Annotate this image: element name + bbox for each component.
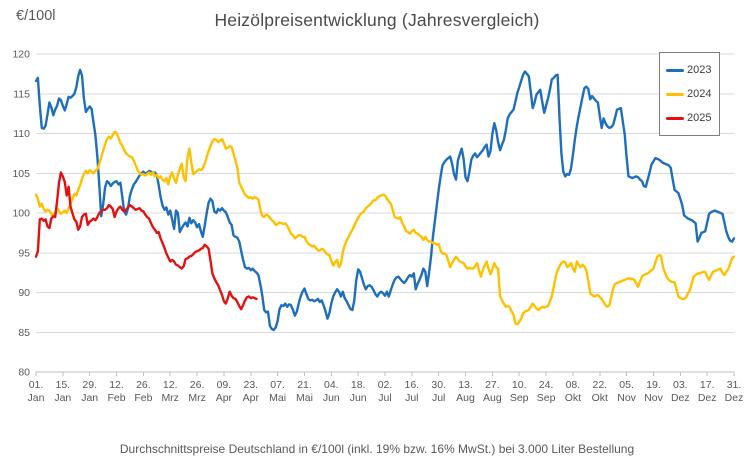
x-tick-label-month: Nov [644,392,663,404]
x-tick-label-day: 29. [82,379,97,391]
legend-label-2024: 2024 [687,88,712,100]
x-tick-label-month: Dez [725,392,744,404]
legend: 2023 2024 2025 [659,52,720,136]
x-tick-label-month: Mai [296,392,313,404]
x-tick-label-day: 26. [136,379,151,391]
x-tick-label-day: 10. [512,379,527,391]
x-tick-label-month: Apr [243,392,260,404]
x-tick-label-day: 24. [539,379,554,391]
x-tick-label-month: Jan [28,392,45,404]
x-tick-label-day: 12. [163,379,178,391]
legend-line-swatch-2024 [666,92,684,96]
x-tick-label-month: Sep [510,392,529,404]
x-tick-label-day: 31. [727,379,742,391]
x-tick-label-month: Feb [107,392,125,404]
x-tick-label-day: 18. [351,379,366,391]
x-tick-label-day: 21. [297,379,312,391]
x-tick-label-month: Mai [269,392,286,404]
series-line-2025[interactable] [34,171,258,311]
series-line-2024[interactable] [34,130,736,326]
x-tick-label-month: Sep [537,392,556,404]
x-tick-label-month: Jul [405,392,418,404]
x-tick-label-month: Mrz [188,392,206,404]
x-tick-label-month: Feb [134,392,152,404]
legend-item-2024[interactable]: 2024 [666,87,719,101]
x-tick-label-month: Nov [617,392,636,404]
x-tick-label-month: Jul [378,392,391,404]
legend-line-swatch-2025 [666,116,684,120]
y-tick-label: 115 [13,88,30,100]
y-tick-label: 85 [18,327,30,339]
legend-line-swatch-2023 [666,68,684,72]
y-tick-label: 80 [18,367,30,379]
x-tick-label-day: 19. [646,379,661,391]
x-tick-label-day: 13. [458,379,473,391]
x-tick-label-day: 02. [378,379,393,391]
x-tick-label-day: 12. [109,379,124,391]
x-tick-label-day: 08. [566,379,581,391]
x-tick-label-day: 23. [243,379,258,391]
legend-item-2025[interactable]: 2025 [666,111,719,125]
y-tick-label: 90 [18,287,30,299]
x-tick-label-month: Okt [592,392,608,404]
x-tick-label-month: Aug [483,392,502,404]
legend-label-2025: 2025 [687,112,712,124]
chart-caption: Durchschnittspreise Deutschland in €/100… [119,442,635,456]
x-tick-label-month: Jul [432,392,445,404]
x-tick-label-day: 04. [324,379,339,391]
x-tick-label-month: Jun [350,392,367,404]
x-tick-label-day: 01. [29,379,44,391]
y-tick-label: 95 [18,247,30,259]
x-tick-label-month: Apr [216,392,233,404]
y-tick-label: 110 [13,128,30,140]
x-tick-label-month: Jan [54,392,71,404]
x-tick-label-day: 15. [55,379,70,391]
legend-item-2023[interactable]: 2023 [666,63,719,77]
chart-title: Heizölpreisentwicklung (Jahresvergleich) [214,10,540,30]
x-tick-label-month: Dez [671,392,690,404]
x-tick-label-month: Jun [323,392,340,404]
x-tick-label-month: Dez [698,392,717,404]
x-tick-label-day: 30. [431,379,446,391]
x-tick-label-month: Aug [456,392,475,404]
x-tick-label-month: Okt [565,392,581,404]
x-tick-label-day: 07. [270,379,285,391]
x-tick-label-day: 03. [673,379,688,391]
legend-label-2023: 2023 [687,64,712,76]
y-tick-label: 105 [12,168,30,180]
x-tick-label-day: 16. [404,379,419,391]
x-tick-label-day: 27. [485,379,500,391]
y-tick-label: 120 [12,49,30,61]
y-tick-label: 100 [12,208,30,220]
x-tick-label-day: 26. [190,379,205,391]
series-line-2023[interactable] [34,68,736,332]
x-tick-label-day: 17. [700,379,715,391]
x-tick-label-day: 05. [619,379,634,391]
x-tick-label-day: 22. [592,379,607,391]
x-tick-label-month: Mrz [161,392,179,404]
y-axis-unit-label: €/100l [16,8,56,24]
x-tick-label-month: Jan [81,392,98,404]
x-tick-label-day: 09. [217,379,232,391]
